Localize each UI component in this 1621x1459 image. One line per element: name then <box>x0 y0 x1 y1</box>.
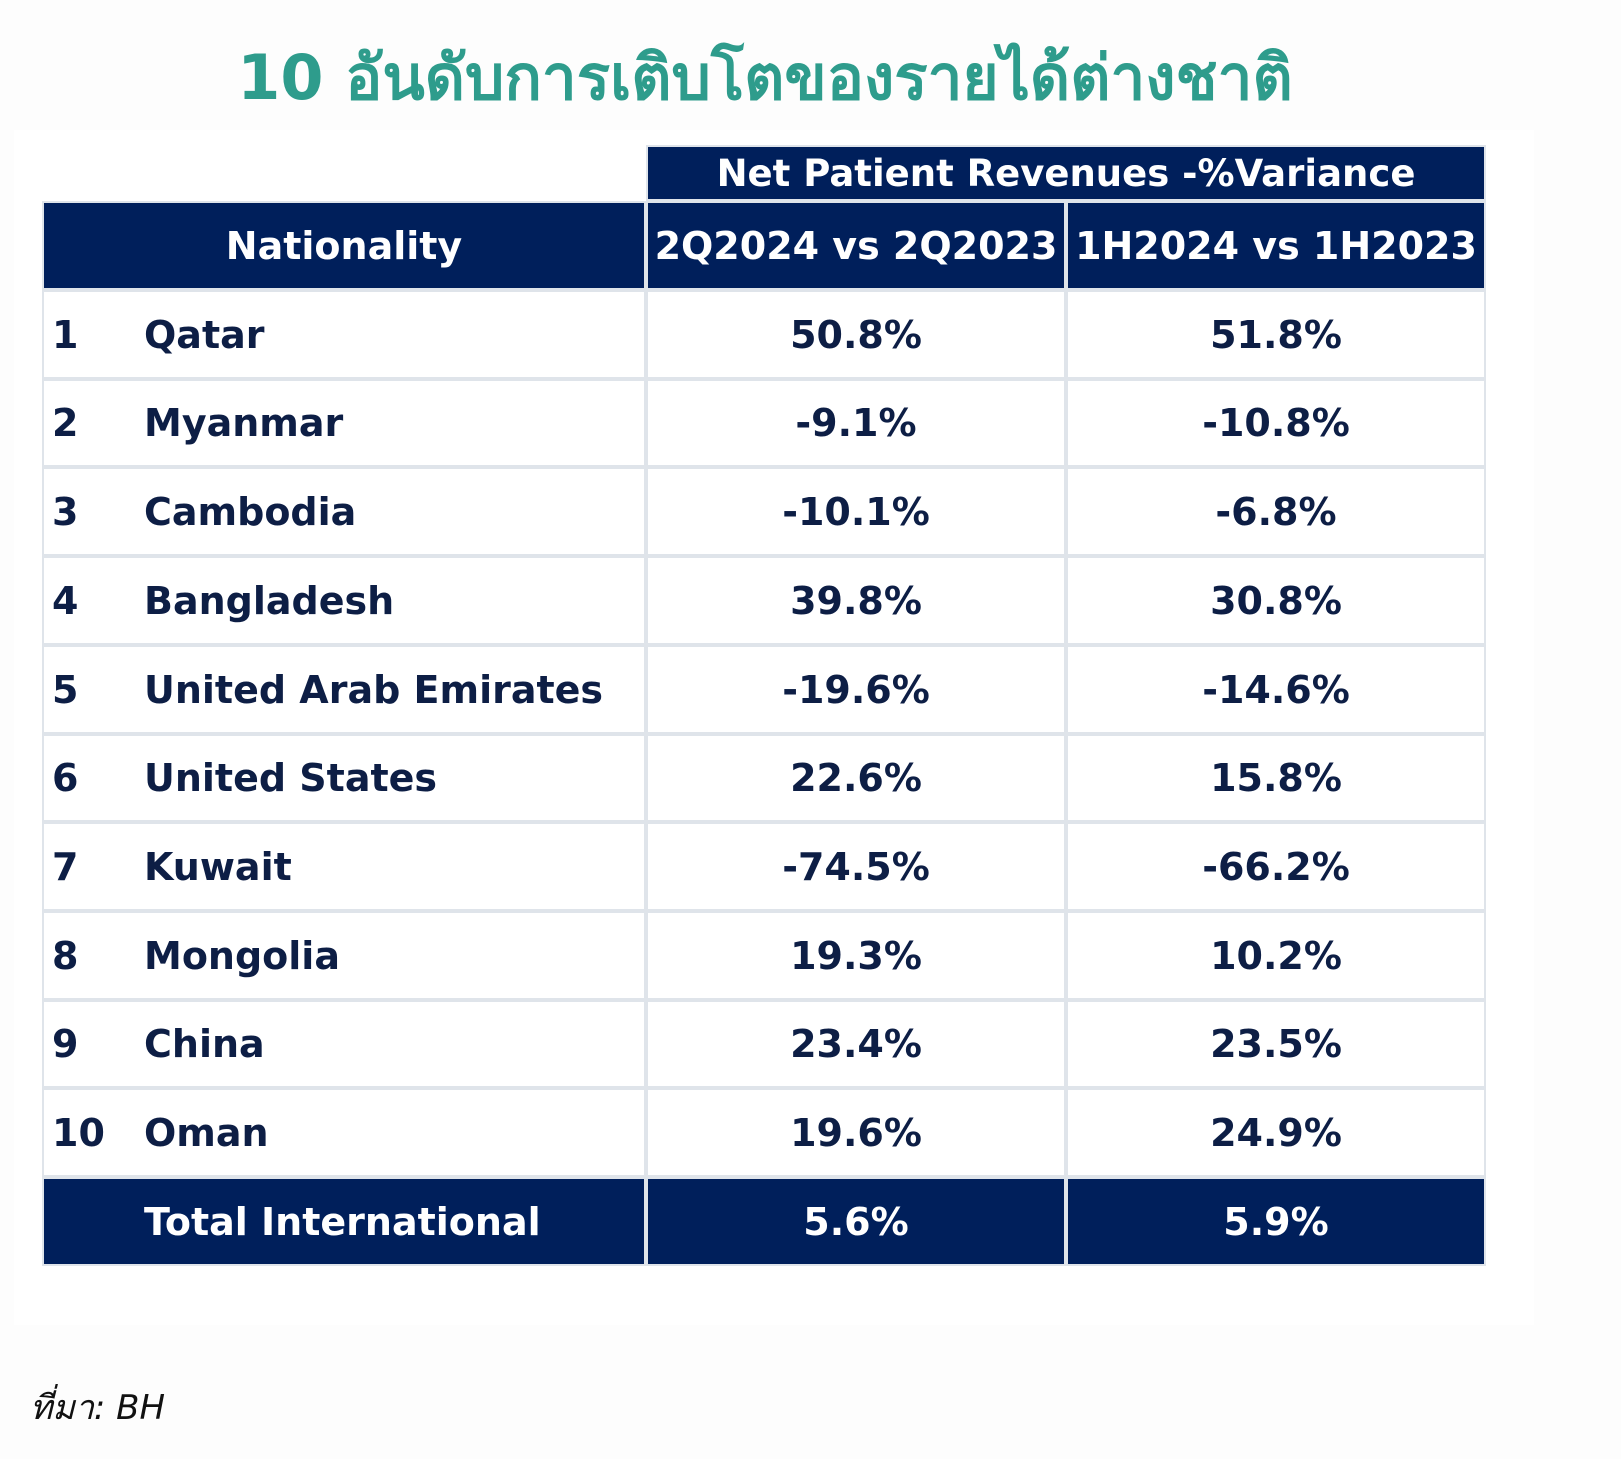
country-name: Mongolia <box>144 933 340 978</box>
country-name: Oman <box>144 1110 269 1155</box>
table-row-nationality: 9 China <box>42 1000 646 1088</box>
country-name: United States <box>144 756 438 800</box>
country-name: China <box>144 1022 265 1066</box>
group-header: Net Patient Revenues -%Variance <box>646 145 1486 201</box>
column-header-half-year: 1H2024 vs 1H2023 <box>1066 201 1486 290</box>
rank-number: 7 <box>52 844 79 889</box>
rank-number: 10 <box>52 1110 105 1155</box>
table-row-quarter-value: -9.1% <box>646 379 1066 467</box>
country-name: Bangladesh <box>144 578 395 623</box>
table-row-nationality: 6 United States <box>42 734 646 822</box>
table-row-quarter-value: 22.6% <box>646 734 1066 822</box>
table-row-half-year-value: -10.8% <box>1066 379 1486 467</box>
rank-number: 4 <box>52 578 79 623</box>
table-row-nationality: 3 Cambodia <box>42 467 646 556</box>
table-row-quarter-value: 19.6% <box>646 1088 1066 1177</box>
country-name: Qatar <box>144 312 265 357</box>
table-row-nationality: 2 Myanmar <box>42 379 646 467</box>
table-row-half-year-value: 15.8% <box>1066 734 1486 822</box>
rank-number: 1 <box>52 312 79 357</box>
rank-number: 5 <box>52 667 79 712</box>
table-row-nationality: 8 Mongolia <box>42 911 646 1000</box>
table-row-quarter-value: -74.5% <box>646 822 1066 911</box>
rank-number: 8 <box>52 933 79 978</box>
table-row-quarter-value: -19.6% <box>646 645 1066 734</box>
total-row-quarter: 5.6% <box>646 1177 1066 1266</box>
column-header-nationality: Nationality <box>42 201 646 290</box>
table-row-nationality: 10 Oman <box>42 1088 646 1177</box>
table-row-half-year-value: -14.6% <box>1066 645 1486 734</box>
column-header-quarter: 2Q2024 vs 2Q2023 <box>646 201 1066 290</box>
revenue-variance-table: Net Patient Revenues -%Variance National… <box>42 145 1535 1310</box>
table-row-half-year-value: 24.9% <box>1066 1088 1486 1177</box>
rank-number: 2 <box>52 401 79 445</box>
table-row-quarter-value: 39.8% <box>646 556 1066 645</box>
rank-number: 3 <box>52 489 79 534</box>
table-row-quarter-value: 19.3% <box>646 911 1066 1000</box>
table-row-nationality: 5 United Arab Emirates <box>42 645 646 734</box>
country-name: Myanmar <box>144 401 344 445</box>
table-row-nationality: 1 Qatar <box>42 290 646 379</box>
total-row-label: Total International <box>42 1177 646 1266</box>
table-row-quarter-value: 23.4% <box>646 1000 1066 1088</box>
table-row-quarter-value: 50.8% <box>646 290 1066 379</box>
table-row-quarter-value: -10.1% <box>646 467 1066 556</box>
table-row-half-year-value: -66.2% <box>1066 822 1486 911</box>
total-row-half-year: 5.9% <box>1066 1177 1486 1266</box>
rank-number: 9 <box>52 1022 79 1066</box>
table-row-nationality: 4 Bangladesh <box>42 556 646 645</box>
page-title: 10 อันดับการเติบโตของรายได้ต่างชาติ <box>237 41 1293 114</box>
table-row-nationality: 7 Kuwait <box>42 822 646 911</box>
table-row-half-year-value: 10.2% <box>1066 911 1486 1000</box>
country-name: Cambodia <box>144 489 357 534</box>
source-note: ที่มา: BH <box>30 1388 166 1428</box>
table-row-half-year-value: 51.8% <box>1066 290 1486 379</box>
rank-number: 6 <box>52 756 79 800</box>
table-row-half-year-value: -6.8% <box>1066 467 1486 556</box>
table-row-half-year-value: 23.5% <box>1066 1000 1486 1088</box>
table-row-half-year-value: 30.8% <box>1066 556 1486 645</box>
country-name: United Arab Emirates <box>144 667 604 712</box>
country-name: Kuwait <box>144 844 292 889</box>
